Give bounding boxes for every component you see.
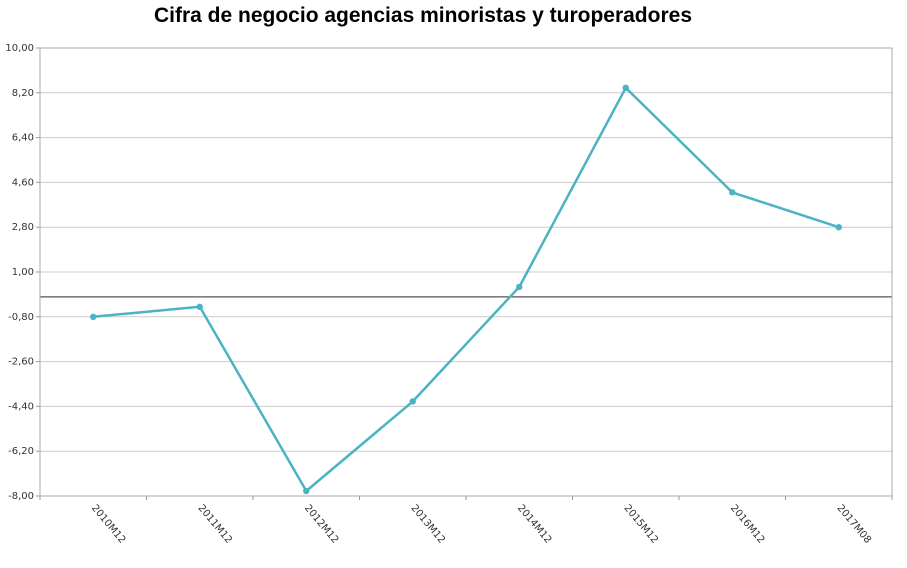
x-tick-label: 2015M12 [621,503,660,546]
x-tick-label: 2017M08 [834,503,873,546]
data-point[interactable] [90,313,97,320]
y-tick-label: 6,40 [12,133,34,144]
data-point[interactable] [196,303,203,311]
y-tick-label: 1,00 [12,267,34,278]
y-tick-label: -8,00 [8,491,34,502]
y-tick-label: -2,60 [8,357,34,368]
x-tick-label: 2012M12 [302,503,341,546]
data-point[interactable] [516,283,523,291]
x-tick-label: 2016M12 [728,503,767,546]
data-point[interactable] [409,398,416,405]
y-tick-label: -4,40 [8,401,34,412]
data-point[interactable] [835,224,842,231]
x-tick-label: 2014M12 [515,503,554,546]
y-tick-label: -0,80 [8,312,34,323]
y-tick-label: -6,20 [8,446,34,457]
x-tick-label: 2011M12 [195,503,234,546]
chart-title: Cifra de negocio agencias minoristas y t… [154,4,692,27]
y-axis-ticks: 10,00 8,20 6,40 4,60 2,80 1,00 -0,80 -2,60 -4,40… [5,43,40,502]
grid-lines [40,47,892,497]
x-tick-label: 2010M12 [89,503,128,546]
data-point[interactable] [729,189,736,196]
y-tick-label: 4,60 [12,177,34,188]
data-point[interactable] [303,487,310,495]
data-points [90,84,842,495]
data-point[interactable] [622,84,629,92]
y-tick-label: 8,20 [12,88,34,99]
series-line [93,86,840,493]
y-tick-label: 2,80 [12,222,34,233]
plot-frame [39,47,893,497]
x-tick-label: 2013M12 [408,503,447,546]
x-axis-ticks: 2010M12 2011M12 2012M12 2013M12 2014M12 2015M… [39,496,893,546]
y-tick-label: 10,00 [5,43,34,54]
